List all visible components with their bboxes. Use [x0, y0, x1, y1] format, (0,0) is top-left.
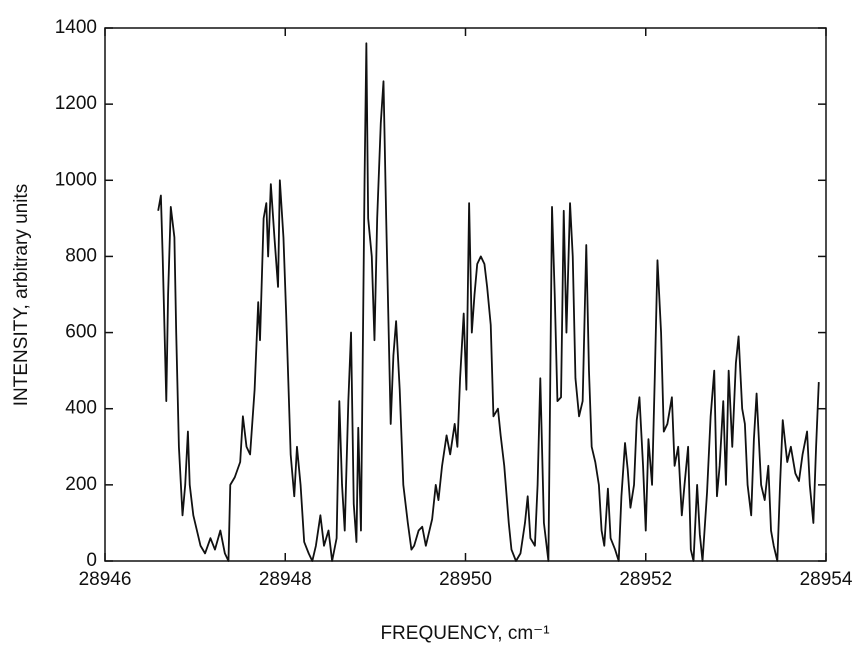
x-tick-label: 28948 [259, 569, 312, 590]
y-tick-label: 600 [65, 322, 97, 343]
x-axis-label: FREQUENCY, cm⁻¹ [380, 623, 549, 644]
y-tick-label: 0 [86, 550, 97, 571]
y-tick-label: 200 [65, 474, 97, 495]
x-tick-label: 28950 [439, 569, 492, 590]
spectrum-line [157, 42, 820, 562]
x-tick-label: 28954 [800, 569, 853, 590]
y-axis-label: INTENSITY, arbitrary units [11, 184, 32, 406]
y-tick-label: 1400 [55, 17, 97, 38]
x-tick-label: 28946 [79, 569, 132, 590]
y-tick-label: 1200 [55, 93, 97, 114]
y-tick-label: 1000 [55, 169, 97, 190]
x-tick-label: 28952 [619, 569, 672, 590]
y-tick-label: 800 [65, 245, 97, 266]
y-tick-label: 400 [65, 398, 97, 419]
